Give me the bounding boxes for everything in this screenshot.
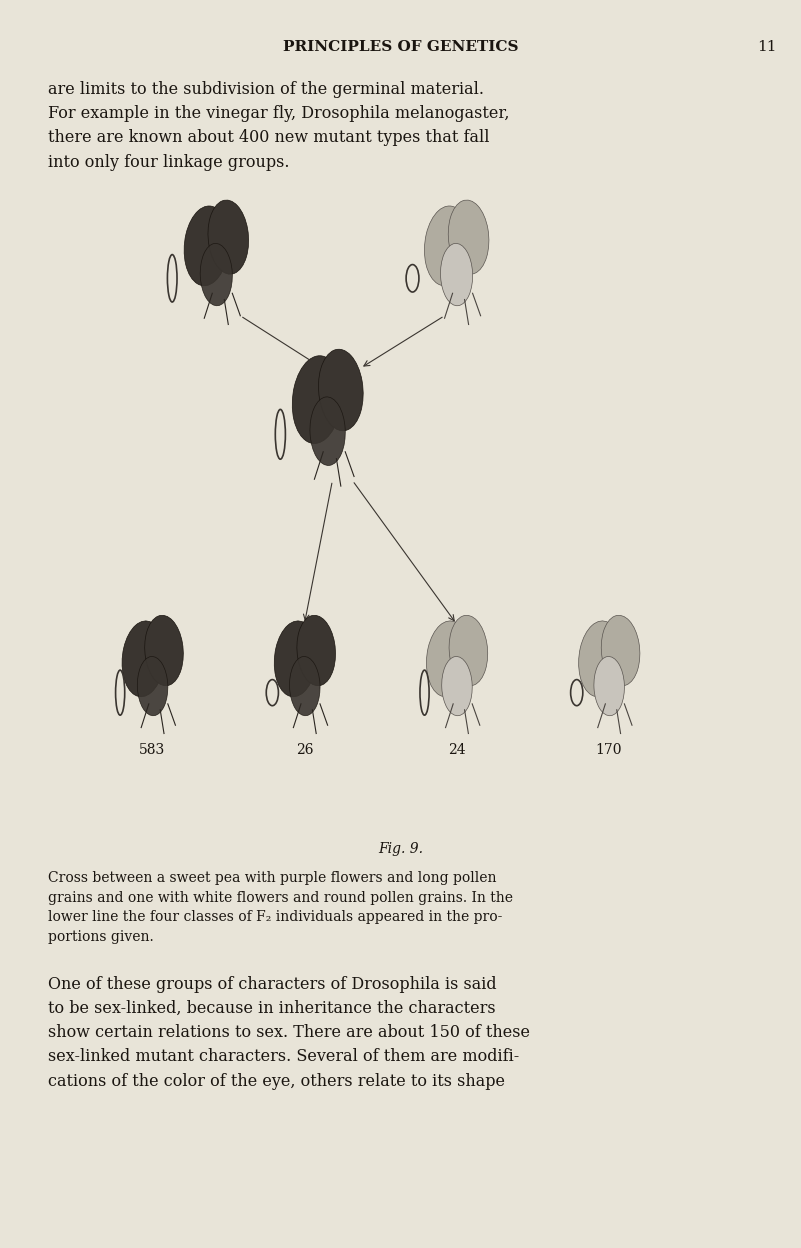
Text: PRINCIPLES OF GENETICS: PRINCIPLES OF GENETICS (283, 40, 518, 54)
Ellipse shape (602, 615, 640, 685)
Ellipse shape (425, 206, 469, 286)
Ellipse shape (441, 243, 473, 306)
Ellipse shape (594, 656, 625, 715)
Ellipse shape (426, 622, 469, 696)
Ellipse shape (297, 615, 336, 685)
Ellipse shape (319, 349, 363, 431)
Text: 24: 24 (448, 743, 465, 756)
Ellipse shape (274, 622, 317, 696)
Ellipse shape (137, 656, 168, 715)
Ellipse shape (292, 356, 342, 443)
Text: are limits to the subdivision of the germinal material.
For example in the vineg: are limits to the subdivision of the ger… (48, 81, 509, 171)
Ellipse shape (184, 206, 229, 286)
Text: 583: 583 (139, 743, 165, 756)
Ellipse shape (145, 615, 183, 685)
Text: Fig. 9.: Fig. 9. (378, 842, 423, 856)
Ellipse shape (122, 622, 165, 696)
Text: Cross between a sweet pea with purple flowers and long pollen
grains and one wit: Cross between a sweet pea with purple fl… (48, 871, 513, 943)
Ellipse shape (200, 243, 232, 306)
Ellipse shape (289, 656, 320, 715)
Text: One of these groups of characters of Drosophila is said
to be sex-linked, becaus: One of these groups of characters of Dro… (48, 976, 530, 1090)
Text: 170: 170 (595, 743, 622, 756)
Ellipse shape (208, 200, 248, 275)
Ellipse shape (449, 615, 488, 685)
Ellipse shape (441, 656, 473, 715)
Ellipse shape (449, 200, 489, 275)
Text: 11: 11 (758, 40, 777, 54)
Text: 26: 26 (296, 743, 313, 756)
Ellipse shape (578, 622, 622, 696)
Ellipse shape (310, 397, 345, 466)
